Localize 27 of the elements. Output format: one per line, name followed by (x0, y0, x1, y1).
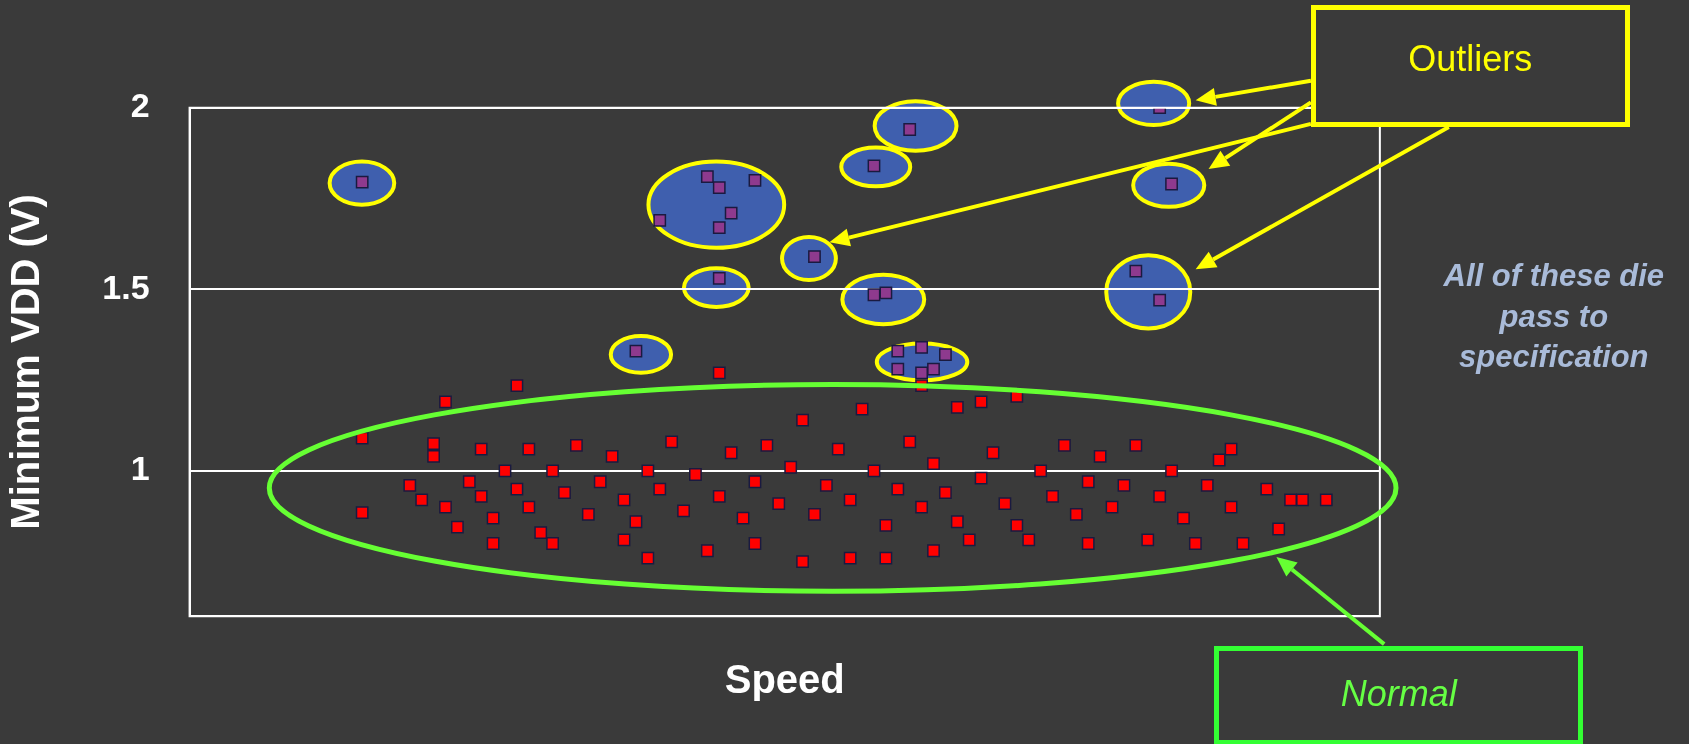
y-tick-label: 2 (130, 86, 150, 125)
point (546, 537, 560, 550)
y-tick-label: 1.5 (102, 267, 150, 306)
y-tick-label: 1 (130, 449, 150, 488)
point (879, 551, 893, 565)
point (843, 551, 857, 565)
x-axis-title: Speed (724, 657, 845, 702)
point (427, 449, 440, 463)
point (486, 537, 500, 550)
point (1081, 537, 1095, 550)
label-box: Outliers (1310, 5, 1630, 128)
point (617, 533, 631, 547)
point (641, 551, 655, 565)
point (1224, 500, 1238, 514)
label-box: Normal (1213, 646, 1584, 744)
point (522, 500, 536, 514)
point (355, 506, 369, 520)
point (950, 515, 964, 529)
point (712, 489, 726, 503)
point (927, 457, 940, 471)
point (748, 537, 762, 550)
point (974, 395, 988, 409)
y-axis-title: Minimum VDD (V) (3, 194, 48, 530)
point (439, 500, 452, 514)
point (474, 489, 488, 503)
point (796, 555, 809, 569)
text: All of these die pass to specification (1442, 257, 1666, 376)
